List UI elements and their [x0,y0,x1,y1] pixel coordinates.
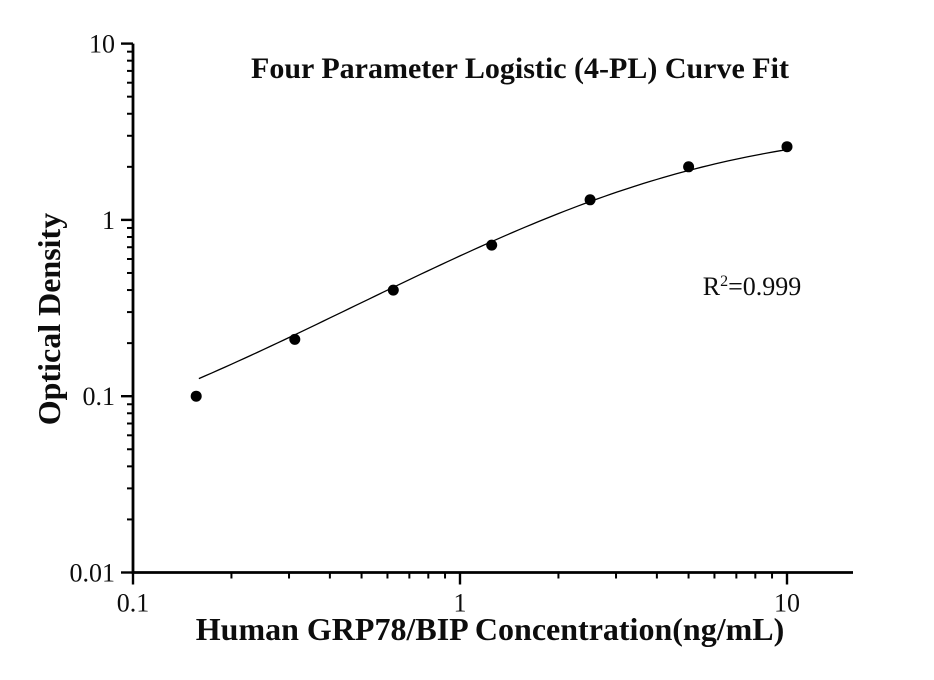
y-tick-label: 0.1 [83,382,116,411]
r-squared-superscript: 2 [720,273,729,291]
r-squared-value: =0.999 [728,272,802,301]
y-tick-label: 0.01 [70,559,116,588]
x-tick-label: 10 [774,589,800,618]
x-tick-label: 0.1 [117,589,150,618]
data-point [387,284,399,296]
data-point [190,390,202,402]
y-tick-label: 1 [102,206,115,235]
data-point [486,239,498,251]
x-axis-title: Human GRP78/BIP Concentration(ng/mL) [195,611,785,647]
data-points [190,141,793,402]
data-point [289,333,301,345]
fit-curve [198,148,788,380]
axes [131,43,853,574]
y-axis-title: Optical Density [31,212,67,426]
data-point [683,161,695,173]
data-point [584,194,596,206]
x-tick-label: 1 [454,589,467,618]
data-point [781,141,793,153]
fit-curve-path [198,148,788,380]
y-tick-label: 10 [89,30,115,59]
chart-title: Four Parameter Logistic (4-PL) Curve Fit [251,52,789,85]
axis-ticks [121,42,789,585]
r-squared-annotation: R2=0.999 [703,274,802,300]
r-squared-base: R [702,272,721,301]
